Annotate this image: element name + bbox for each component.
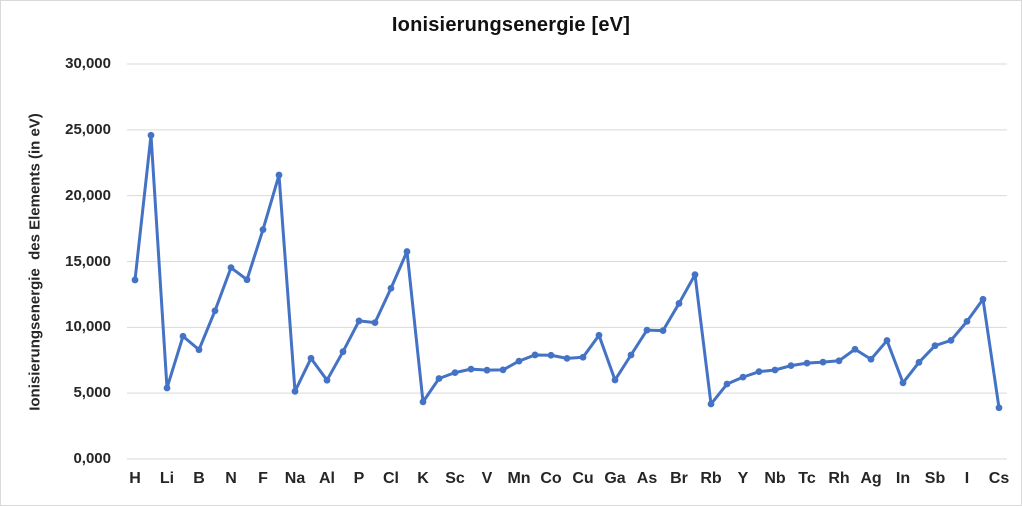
data-point-Ar [403, 248, 411, 255]
x-tick-label: Na [284, 470, 306, 487]
data-point-S [371, 319, 379, 326]
data-point-Nb [771, 366, 779, 374]
x-tick-label: Sc [445, 470, 465, 487]
x-tick-label: Tc [798, 470, 816, 487]
data-point-Ti [467, 365, 475, 373]
x-tick-label: Cs [988, 470, 1010, 487]
data-point-Mg [307, 354, 315, 362]
data-point-Cr [499, 366, 507, 374]
data-point-Mo [787, 362, 795, 370]
x-tick-label: I [964, 470, 970, 487]
data-point-Rh [835, 357, 843, 365]
x-tick-label: F [258, 470, 268, 487]
x-tick-label: N [225, 470, 237, 487]
data-point-Cd [883, 337, 891, 344]
y-tick-label: 10,000 [65, 318, 111, 336]
data-point-Cs [995, 404, 1003, 412]
data-point-Zn [595, 331, 603, 339]
data-point-C [211, 307, 219, 315]
data-point-Zr [755, 368, 763, 376]
data-point-Ru [819, 358, 827, 366]
data-point-K [419, 398, 427, 406]
x-tick-label: Al [319, 470, 335, 487]
data-point-Y [739, 373, 747, 381]
data-point-Co [547, 351, 555, 359]
data-point-Tc [803, 359, 811, 367]
data-point-Ca [435, 375, 443, 382]
x-tick-label: P [353, 470, 365, 487]
y-tick-label: 25,000 [65, 120, 111, 138]
x-tick-label: Cl [383, 470, 399, 487]
data-point-Mn [515, 357, 523, 365]
data-point-In [899, 379, 907, 387]
y-tick-label: 30,000 [65, 55, 111, 72]
data-point-Ne [275, 171, 283, 179]
y-tick-label: 15,000 [65, 252, 111, 270]
x-tick-label: Rh [828, 470, 850, 487]
data-point-Ag [867, 355, 875, 363]
x-tick-label: Nb [764, 470, 786, 487]
data-point-Sc [451, 369, 459, 377]
data-point-Xe [979, 295, 987, 303]
data-point-I [963, 317, 971, 325]
data-point-O [243, 276, 251, 284]
x-tick-label: H [129, 470, 141, 487]
y-tick-label: 20,000 [65, 186, 111, 204]
data-point-As [643, 326, 651, 334]
data-point-Ge [627, 351, 635, 359]
data-point-Si [339, 348, 347, 356]
data-point-Fe [531, 351, 539, 359]
x-tick-label: In [895, 470, 911, 487]
x-tick-label: K [417, 470, 429, 487]
x-tick-label: Sb [924, 470, 946, 487]
data-point-Br [675, 300, 683, 307]
data-point-Be [179, 332, 187, 340]
data-point-Al [323, 376, 331, 384]
data-point-Ni [563, 355, 571, 362]
data-point-Cl [387, 284, 395, 292]
x-tick-label: Rb [700, 470, 722, 487]
x-tick-label: B [193, 470, 205, 487]
data-point-Se [659, 327, 667, 334]
x-tick-label: Li [159, 470, 175, 487]
data-point-Li [163, 384, 171, 392]
x-tick-label: Cu [572, 470, 594, 487]
data-point-Rb [707, 400, 715, 408]
y-tick-label: 0,000 [73, 450, 111, 467]
data-point-Te [947, 336, 955, 344]
x-tick-label: Co [540, 470, 562, 487]
data-point-Sb [931, 342, 939, 350]
data-point-H [131, 276, 139, 284]
x-tick-label: Y [737, 470, 749, 487]
line-series [133, 133, 1001, 410]
data-point-Sr [723, 380, 731, 388]
x-tick-label: Mn [507, 470, 531, 487]
data-point-P [355, 317, 363, 325]
x-tick-label: Ag [860, 470, 882, 487]
data-point-Ga [611, 376, 619, 384]
data-point-Sn [915, 358, 923, 366]
data-point-N [227, 264, 235, 272]
x-tick-label: As [636, 470, 658, 487]
data-point-B [195, 346, 203, 354]
y-tick-label: 5,000 [73, 384, 111, 402]
data-point-Na [291, 387, 299, 395]
x-tick-label: V [481, 470, 493, 487]
data-point-V [483, 366, 491, 374]
data-point-Pd [851, 345, 859, 353]
data-point-F [259, 226, 267, 233]
data-point-Cu [579, 353, 587, 361]
data-point-Kr [691, 271, 699, 279]
chart-title: Ionisierungsenergie [eV] [391, 14, 631, 36]
x-tick-label: Ga [604, 470, 626, 487]
x-tick-label: Br [670, 470, 688, 487]
data-point-He [147, 131, 155, 139]
